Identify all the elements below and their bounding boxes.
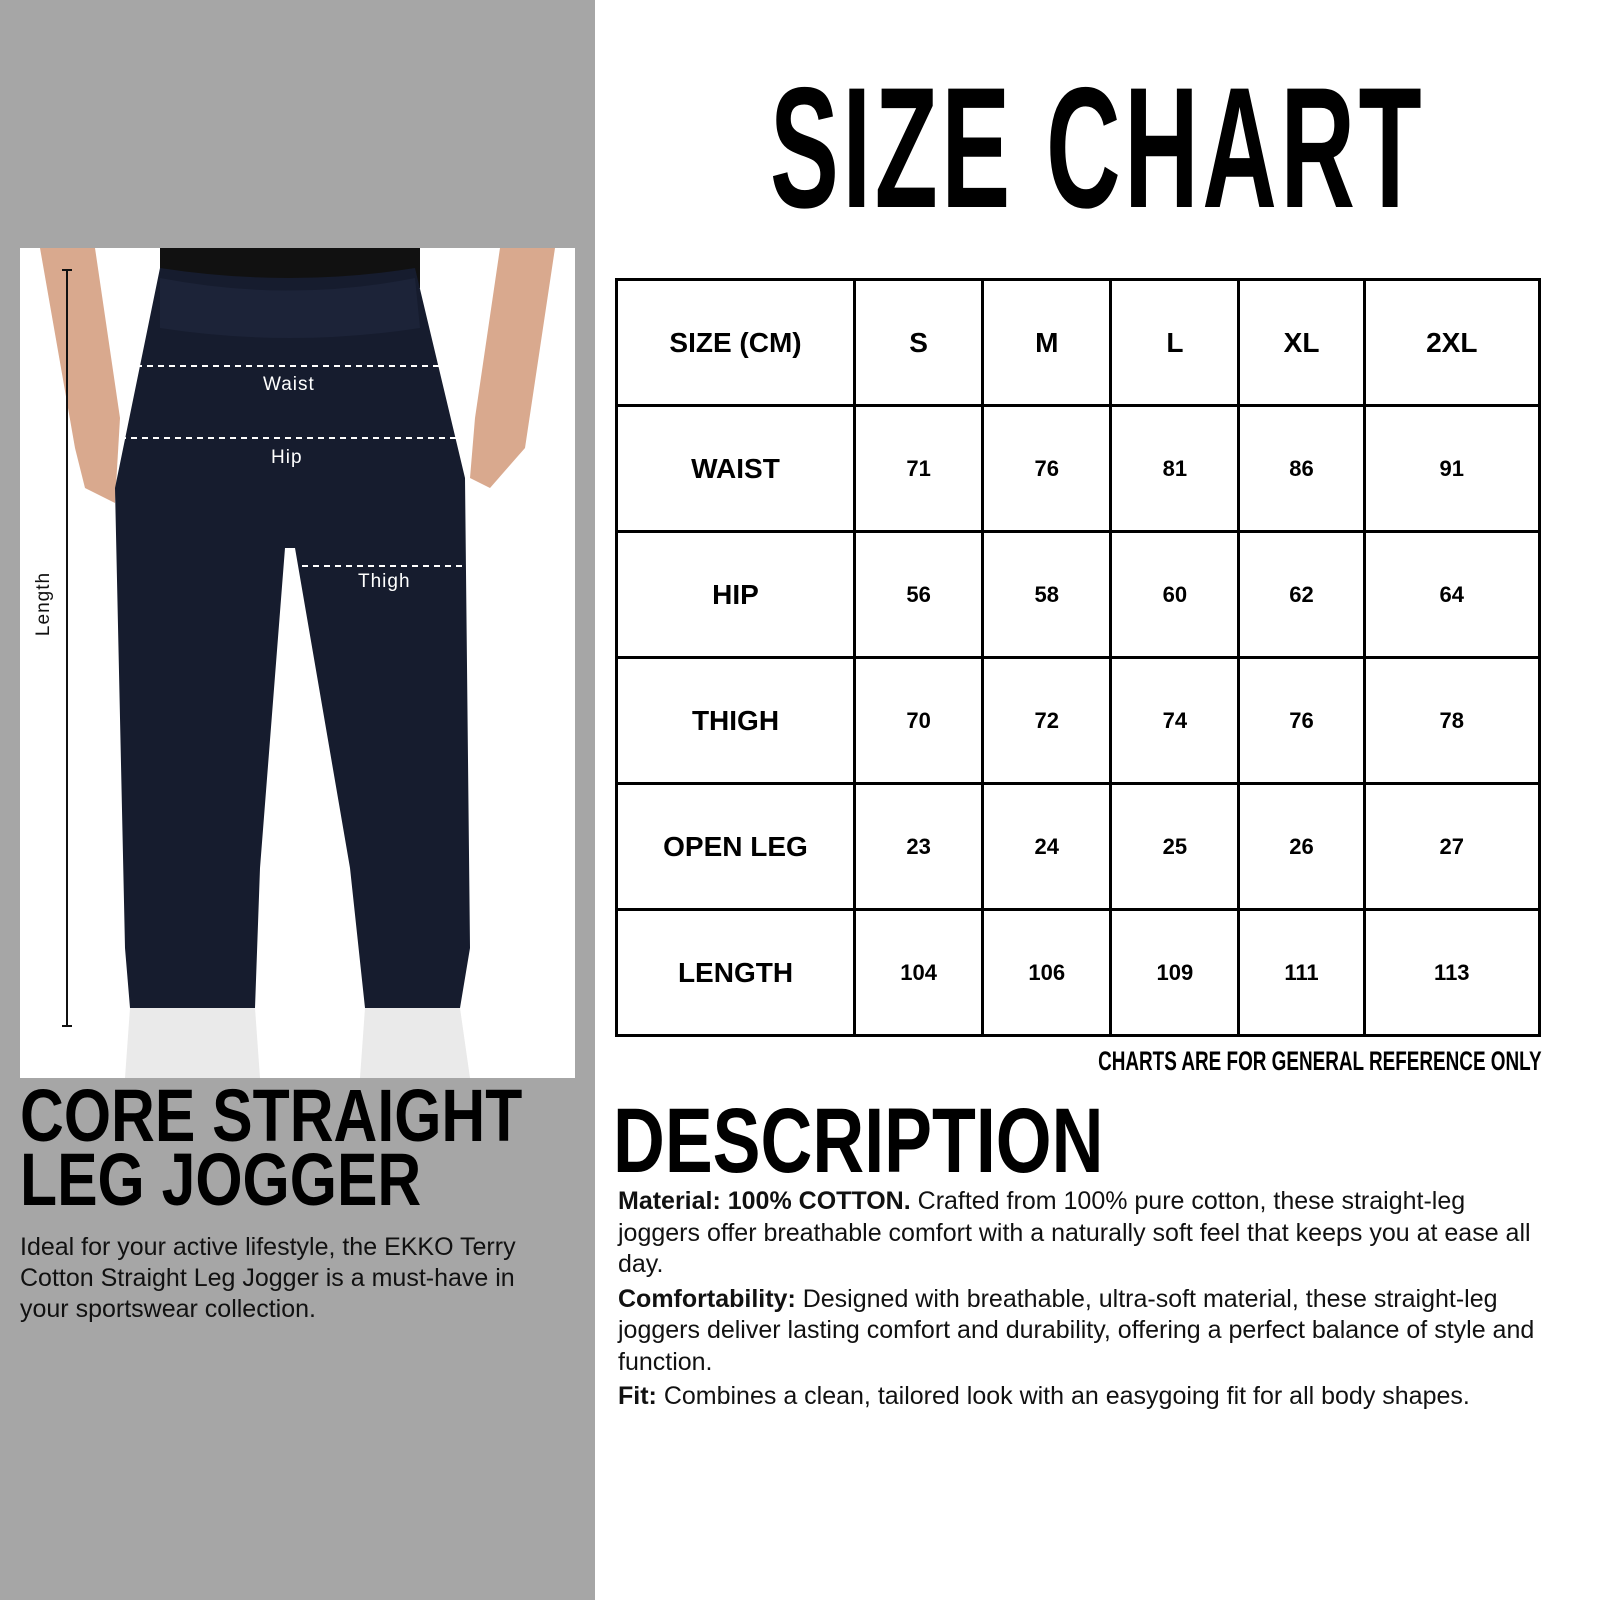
table-header-row: SIZE (CM) S M L XL 2XL xyxy=(615,278,1542,407)
item-text: Crafted from 100% pure cotton, these str… xyxy=(618,1187,1531,1278)
item-text: Combines a clean, tailored look with an … xyxy=(656,1382,1470,1410)
table-cell: 81 xyxy=(1109,404,1241,533)
row-label: OPEN LEG xyxy=(615,782,856,911)
item-label: Fit: xyxy=(618,1382,657,1410)
row-label: THIGH xyxy=(615,656,856,785)
table-cell: 23 xyxy=(852,782,985,911)
table-cell: 27 xyxy=(1362,782,1542,911)
size-chart-title: SIZE CHART xyxy=(770,52,1426,244)
table-cell: 56 xyxy=(852,530,985,659)
product-title: CORE STRAIGHT LEG JOGGER xyxy=(20,1074,523,1221)
header-cell: L xyxy=(1109,278,1241,407)
thigh-label: Thigh xyxy=(358,571,411,592)
description-item: Fit: Combines a clean, tailored look wit… xyxy=(618,1381,1548,1413)
left-panel: Waist Hip Thigh Length CORE STRAIGHT LEG… xyxy=(0,0,595,1600)
table-cell: 64 xyxy=(1362,530,1542,659)
table-cell: 71 xyxy=(852,404,985,533)
item-label: Comfortability: xyxy=(618,1284,796,1313)
description-body: Material: 100% COTTON. Crafted from 100%… xyxy=(618,1186,1548,1416)
row-label: LENGTH xyxy=(615,908,856,1037)
description-item: Material: 100% COTTON. Crafted from 100%… xyxy=(618,1186,1548,1281)
product-photo: Waist Hip Thigh Length xyxy=(20,248,575,1078)
table-cell: 76 xyxy=(1237,656,1366,785)
product-title-line2: LEG JOGGER xyxy=(20,1138,422,1221)
length-label: Length xyxy=(33,571,55,637)
table-cell: 78 xyxy=(1362,656,1542,785)
table-cell: 109 xyxy=(1109,908,1241,1037)
product-title-line1: CORE STRAIGHT xyxy=(20,1074,523,1157)
table-cell: 58 xyxy=(981,530,1113,659)
table-cell: 111 xyxy=(1237,908,1366,1037)
table-cell: 106 xyxy=(981,908,1113,1037)
size-table: SIZE (CM) S M L XL 2XL WAIST 71 76 81 86 91 HI… xyxy=(615,278,1542,1037)
table-cell: 113 xyxy=(1362,908,1542,1037)
table-cell: 74 xyxy=(1109,656,1241,785)
table-cell: 26 xyxy=(1237,782,1366,911)
hip-label: Hip xyxy=(271,447,303,468)
header-cell: S xyxy=(852,278,985,407)
item-label: Material: 100% COTTON. xyxy=(618,1187,911,1215)
disclaimer: CHARTS ARE FOR GENERAL REFERENCE ONLY xyxy=(1098,1046,1542,1076)
row-label: HIP xyxy=(615,530,856,659)
header-cell: 2XL xyxy=(1362,278,1542,407)
table-row: HIP 56 58 60 62 64 xyxy=(615,530,1542,659)
table-row: OPEN LEG 23 24 25 26 27 xyxy=(615,782,1542,911)
table-cell: 62 xyxy=(1237,530,1366,659)
table-cell: 24 xyxy=(981,782,1113,911)
row-label: WAIST xyxy=(615,404,856,533)
table-cell: 25 xyxy=(1109,782,1241,911)
waist-label: Waist xyxy=(263,374,315,395)
header-cell: XL xyxy=(1237,278,1366,407)
table-cell: 72 xyxy=(981,656,1113,785)
description-item: Comfortability: Designed with breathable… xyxy=(618,1284,1548,1379)
table-cell: 60 xyxy=(1109,530,1241,659)
table-cell: 70 xyxy=(852,656,985,785)
item-text: Designed with breathable, ultra-soft mat… xyxy=(618,1284,1535,1376)
table-cell: 86 xyxy=(1237,404,1366,533)
header-cell: M xyxy=(981,278,1113,407)
table-row: THIGH 70 72 74 76 78 xyxy=(615,656,1542,785)
header-cell: SIZE (CM) xyxy=(615,278,856,407)
table-cell: 104 xyxy=(852,908,985,1037)
table-row: LENGTH 104 106 109 111 113 xyxy=(615,908,1542,1037)
table-cell: 91 xyxy=(1362,404,1542,533)
table-row: WAIST 71 76 81 86 91 xyxy=(615,404,1542,533)
table-cell: 76 xyxy=(981,404,1113,533)
product-summary: Ideal for your active lifestyle, the EKK… xyxy=(20,1233,516,1323)
description-title: DESCRIPTION xyxy=(613,1090,1104,1192)
